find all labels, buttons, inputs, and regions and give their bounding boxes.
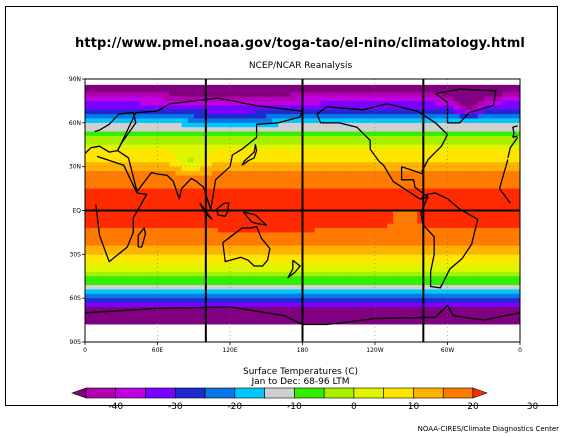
lon-tick-label: 180 (297, 347, 309, 354)
longitude-axis: 0 60E 120E 180 120W 60W 0 (83, 342, 522, 354)
colorbar-segment (204, 387, 236, 399)
colorbar-tick-label: 20 (467, 402, 479, 412)
colorbar-segment (353, 387, 384, 399)
colorbar-tick-label: -40 (108, 402, 123, 412)
colorbar-segment (234, 387, 265, 399)
colorbar-tick-label: 30 (527, 402, 539, 412)
dataset-title: NCEP/NCAR Reanalysis (248, 61, 353, 71)
colorbar-tick-label: -30 (168, 402, 183, 412)
colorbar-segment (71, 387, 87, 399)
lat-tick-label: 30N (69, 164, 81, 171)
colorbar-segment (413, 387, 444, 399)
lon-tick-label: 60W (441, 347, 455, 354)
colorbar-segment (294, 387, 325, 399)
colorbar-segment (383, 387, 414, 399)
lat-tick-label: 60S (70, 295, 82, 302)
colorbar-segment (323, 387, 355, 399)
lat-tick-label: 90N (69, 76, 81, 83)
credit-line: NOAA-CIRES/Climate Diagnostics Center (417, 425, 559, 433)
lat-tick-label: 30S (70, 251, 82, 258)
colorbar-segment (442, 387, 474, 399)
colorbar-segment (145, 387, 176, 399)
lon-tick-label: 120E (222, 347, 237, 354)
colorbar-segment (115, 387, 146, 399)
colorbar-tick-label: 0 (351, 402, 357, 412)
lon-tick-label: 120W (366, 347, 383, 354)
lat-tick-label: 60N (69, 120, 81, 127)
latitude-axis: 90N 60N 30N EQ 30S 60S 90S (69, 76, 85, 346)
colorbar-tick-label: -20 (227, 402, 242, 412)
lon-tick-label: 60E (152, 347, 164, 354)
lat-tick-label: 90S (70, 339, 82, 346)
map-gridlines (85, 79, 520, 342)
figure-frame (5, 6, 558, 406)
colorbar-tick-label: -10 (287, 402, 302, 412)
period-caption: Jan to Dec: 68-96 LTM (251, 377, 350, 387)
colorbar-segment (175, 387, 206, 399)
color-bar: -40 -30 -20 -10 0 10 20 30 (71, 387, 539, 412)
variable-caption: Surface Temperatures (C) (242, 367, 358, 377)
temperature-map (85, 79, 520, 342)
colorbar-segment (472, 387, 488, 399)
colorbar-segment (264, 387, 295, 399)
colorbar-tick-label: 10 (408, 402, 420, 412)
lon-tick-label: 0 (518, 347, 522, 354)
lat-tick-label: EQ (72, 208, 81, 215)
page-url-title: http://www.pmel.noaa.gov/toga-tao/el-nin… (75, 36, 525, 51)
lon-tick-label: 0 (83, 347, 87, 354)
colorbar-segment (85, 387, 117, 399)
